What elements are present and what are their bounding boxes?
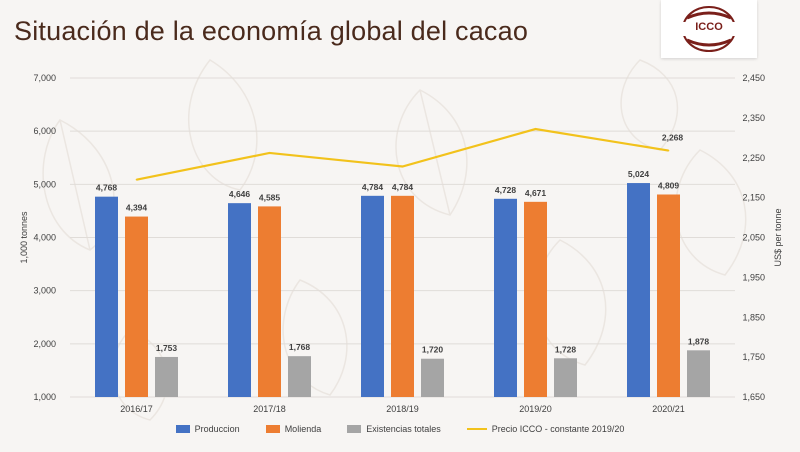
- y-tick-label: 7,000: [33, 73, 56, 83]
- data-label-precio: 2,268: [662, 133, 684, 143]
- y2-tick-label: 2,150: [742, 193, 765, 203]
- point-precio: [268, 152, 271, 154]
- x-tick-label: 2018/19: [386, 404, 419, 414]
- y2-tick-label: 1,750: [742, 352, 765, 362]
- point-precio: [401, 165, 404, 168]
- data-label: 4,809: [658, 180, 680, 190]
- x-tick-label: 2019/20: [519, 404, 552, 414]
- y-tick-label: 4,000: [33, 233, 56, 243]
- data-label: 1,720: [422, 345, 444, 355]
- data-label: 4,646: [229, 189, 251, 199]
- point-precio: [135, 178, 138, 181]
- bar-molienda: [391, 195, 414, 397]
- y2-tick-label: 2,450: [742, 73, 765, 83]
- data-label: 4,784: [392, 182, 414, 192]
- bar-existencias: [421, 358, 444, 397]
- data-label: 1,878: [688, 336, 710, 346]
- legend-item-existencias: Existencias totales: [347, 424, 441, 434]
- y2-tick-label: 2,250: [742, 153, 765, 163]
- bar-existencias: [288, 356, 311, 397]
- y2-tick-label: 1,650: [742, 392, 765, 402]
- data-label: 4,784: [362, 182, 384, 192]
- bar-produccion: [627, 183, 650, 397]
- data-label: 4,728: [495, 185, 517, 195]
- x-tick-label: 2020/21: [652, 404, 685, 414]
- data-label: 1,768: [289, 342, 311, 352]
- logo-text: ICCO: [695, 21, 723, 33]
- x-tick-label: 2016/17: [120, 404, 153, 414]
- data-label: 4,671: [525, 188, 547, 198]
- y-tick-label: 1,000: [33, 392, 56, 402]
- line-precio: [136, 127, 669, 181]
- data-label: 1,728: [555, 344, 577, 354]
- data-label: 5,024: [628, 169, 650, 179]
- data-label: 4,394: [126, 203, 148, 213]
- legend-item-produccion: Produccion: [175, 424, 240, 434]
- y2-tick-label: 1,850: [742, 312, 765, 322]
- legend-item-molienda: Molienda: [265, 424, 322, 434]
- y-axis-title: 1,000 tonnes: [19, 211, 29, 264]
- legend-swatch-molienda: [265, 425, 280, 433]
- legend-label-precio: Precio ICCO - constante 2019/20: [491, 424, 625, 434]
- bar-molienda: [125, 216, 148, 397]
- bar-existencias: [687, 350, 710, 397]
- legend-swatch-precio: [466, 428, 487, 430]
- legend-swatch-produccion: [175, 425, 190, 433]
- bar-produccion: [95, 196, 118, 397]
- point-precio: [667, 149, 670, 152]
- y2-tick-label: 1,950: [742, 272, 765, 282]
- bar-existencias: [554, 358, 577, 397]
- cocoa-logo-icon: [681, 6, 737, 52]
- legend-label-molienda: Molienda: [284, 424, 322, 434]
- bar-existencias: [155, 356, 178, 397]
- y2-tick-label: 2,050: [742, 233, 765, 243]
- x-tick-label: 2017/18: [253, 404, 286, 414]
- icco-logo: ICCO: [661, 0, 757, 58]
- legend-swatch-existencias: [347, 425, 362, 433]
- y2-axis-title: US$ per tonne: [773, 208, 783, 266]
- legend-item-precio: Precio ICCO - constante 2019/20: [466, 424, 625, 434]
- bar-produccion: [361, 195, 384, 397]
- bar-molienda: [657, 194, 680, 397]
- data-label: 1,753: [156, 343, 178, 353]
- data-label: 4,585: [259, 192, 281, 202]
- bar-produccion: [494, 198, 517, 397]
- y-tick-label: 2,000: [33, 339, 56, 349]
- y-tick-label: 6,000: [33, 126, 56, 136]
- y2-tick-label: 2,350: [742, 113, 765, 123]
- bar-molienda: [524, 201, 547, 397]
- bar-molienda: [258, 206, 281, 397]
- y-tick-label: 3,000: [33, 286, 56, 296]
- bar-produccion: [228, 203, 251, 397]
- chart-legend: Produccion Molienda Existencias totales …: [0, 420, 800, 438]
- legend-label-produccion: Produccion: [194, 424, 240, 434]
- point-precio: [534, 128, 537, 130]
- data-label: 4,768: [96, 183, 118, 193]
- page-title: Situación de la economía global del caca…: [14, 16, 529, 46]
- legend-label-existencias: Existencias totales: [366, 424, 441, 434]
- y-tick-label: 5,000: [33, 179, 56, 189]
